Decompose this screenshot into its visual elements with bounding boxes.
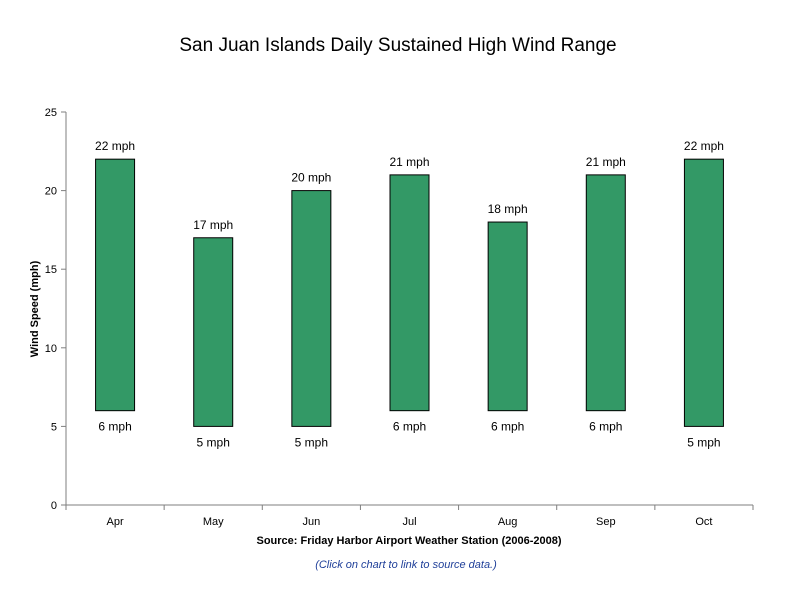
y-tick-label: 5	[51, 421, 57, 433]
high-label: 17 mph	[193, 218, 233, 232]
y-tick-label: 20	[45, 186, 57, 198]
low-label: 5 mph	[687, 435, 720, 449]
y-tick-label: 10	[45, 343, 57, 355]
low-label: 6 mph	[98, 420, 131, 434]
y-tick-label: 15	[45, 264, 57, 276]
high-label: 21 mph	[389, 155, 429, 169]
y-tick-label: 25	[45, 107, 57, 119]
bar-oct[interactable]	[683, 158, 724, 427]
bar-may[interactable]	[193, 237, 234, 427]
bar-jun[interactable]	[291, 190, 332, 427]
x-axis-label: Source: Friday Harbor Airport Weather St…	[256, 535, 561, 547]
low-label: 5 mph	[197, 435, 230, 449]
x-tick-label: Sep	[596, 516, 616, 528]
y-tick-label: 0	[51, 500, 57, 512]
bar-jul[interactable]	[389, 174, 430, 412]
x-tick-label: Apr	[107, 516, 124, 528]
low-label: 6 mph	[589, 420, 622, 434]
high-label: 21 mph	[586, 155, 626, 169]
low-label: 5 mph	[295, 435, 328, 449]
high-label: 22 mph	[684, 139, 724, 153]
y-axis-label: Wind Speed (mph)	[29, 260, 41, 357]
x-tick-label: May	[203, 516, 224, 528]
high-label: 20 mph	[291, 171, 331, 185]
bar-aug[interactable]	[487, 221, 528, 412]
source-link-note[interactable]: (Click on chart to link to source data.)	[315, 559, 497, 571]
bar-apr[interactable]	[95, 158, 136, 412]
data-labels: 22 mph 6 mph 17 mph 5 mph 20 mph 5 mph 21 mph 6…	[95, 139, 724, 449]
bars	[95, 158, 724, 427]
high-label: 22 mph	[95, 139, 135, 153]
x-axis: Apr May Jun Jul Aug Sep Oct	[65, 504, 754, 528]
high-label: 18 mph	[488, 202, 528, 216]
x-tick-label: Aug	[498, 516, 518, 528]
bar-sep[interactable]	[585, 174, 626, 412]
chart-title: San Juan Islands Daily Sustained High Wi…	[179, 35, 616, 56]
x-tick-label: Oct	[695, 516, 712, 528]
low-label: 6 mph	[393, 420, 426, 434]
low-label: 6 mph	[491, 420, 524, 434]
y-axis: 0 5 10 15 20 25	[45, 107, 67, 512]
x-tick-label: Jun	[302, 516, 320, 528]
x-tick-label: Jul	[402, 516, 416, 528]
